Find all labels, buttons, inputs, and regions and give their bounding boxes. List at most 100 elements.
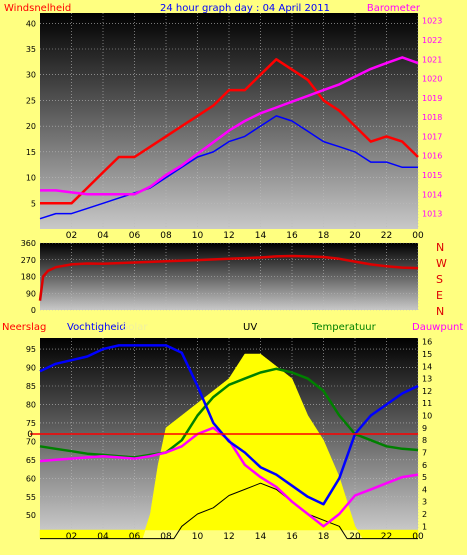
- wind-y-tick: 15: [26, 148, 36, 157]
- baro-y-tick: 1022: [422, 36, 442, 45]
- temp-y-tick: 16: [422, 338, 432, 347]
- temp-y-tick: 15: [422, 350, 432, 359]
- wind-direction-line: [38, 254, 419, 301]
- barometer-line: [40, 56, 419, 196]
- uv-line: [40, 482, 418, 540]
- wind-panel-series: [39, 56, 419, 220]
- windsnelheid-label: Windsnelheid: [4, 3, 71, 14]
- hum-y-tick: 50: [26, 511, 36, 520]
- wind-x-tick: 00: [412, 231, 424, 241]
- temp-y-tick: 7: [422, 448, 427, 457]
- temperatuur-label: Temperatuur: [311, 322, 377, 333]
- baro-y-tick: 1014: [422, 190, 442, 199]
- wind-barometer-panel: 02 04 06 08 10 12 14 16 18 20 22 005101520253035401…: [26, 13, 443, 241]
- baro-y-tick: 1018: [422, 113, 442, 122]
- wind-y-tick: 35: [26, 45, 36, 54]
- wind-x-tick: 04: [97, 231, 109, 241]
- baro-y-tick: 1020: [422, 75, 442, 84]
- hum-x-tick: 08: [160, 532, 172, 542]
- dir-letter-n2: N: [436, 305, 444, 318]
- temp-y-tick: 8: [422, 436, 427, 445]
- wind-direction-letters: N W S E N: [436, 241, 447, 318]
- hum-x-tick: 04: [97, 532, 109, 542]
- hum-y-tick: 75: [26, 419, 36, 428]
- temp-y-tick: 14: [422, 362, 432, 371]
- temp-y-tick: 5: [422, 473, 427, 482]
- baro-y-tick: 1019: [422, 94, 442, 103]
- baro-y-tick: 1015: [422, 171, 442, 180]
- temp-y-tick: 2: [422, 510, 427, 519]
- hum-x-tick: 20: [349, 532, 361, 542]
- baro-y-tick: 1016: [422, 152, 442, 161]
- hum-x-tick: 12: [223, 532, 234, 542]
- wind-x-tick: 14: [255, 231, 267, 241]
- hum-y-tick: 55: [26, 493, 36, 502]
- temp-y-tick: 3: [422, 498, 427, 507]
- wind-average-line: [39, 115, 418, 220]
- temp-y-tick: 11: [422, 399, 432, 408]
- wind-y-tick: 30: [26, 71, 36, 80]
- temp-y-tick: 10: [422, 412, 432, 421]
- dauwpunt-label: Dauwpunt: [412, 322, 463, 333]
- dir-letter-e: E: [436, 289, 443, 302]
- wind-x-tick: 06: [129, 231, 141, 241]
- th-panel-axes: 02 04 06 08 10 12 14 16 18 20 22 005055606570758085…: [26, 338, 432, 542]
- dir-y-tick: 0: [31, 306, 36, 315]
- wind-y-tick: 10: [26, 174, 36, 183]
- hum-x-tick: 18: [318, 532, 330, 542]
- direction-panel-grid: [40, 242, 419, 311]
- wind-direction-panel: 0 90 180 270 360: [21, 239, 419, 315]
- hum-y-tick: 65: [26, 456, 36, 465]
- solar-area: [39, 353, 419, 539]
- hum-y-tick: 95: [26, 345, 36, 354]
- dir-letter-s: S: [436, 273, 443, 286]
- hum-y-tick: 60: [26, 474, 36, 483]
- wind-x-tick: 08: [160, 231, 172, 241]
- hum-x-tick: 02: [66, 532, 77, 542]
- barometer-label: Barometer: [367, 3, 421, 14]
- vochtigheid-label: Vochtigheid: [67, 322, 126, 333]
- hum-x-tick: 14: [255, 532, 267, 542]
- dir-y-tick: 360: [21, 239, 36, 248]
- wind-x-tick: 02: [66, 231, 77, 241]
- hum-x-tick: 10: [192, 532, 204, 542]
- wind-x-tick: 18: [318, 231, 330, 241]
- solar-label: Solar: [122, 322, 148, 333]
- dir-y-tick: 180: [21, 273, 36, 282]
- neerslag-label: Neerslag: [2, 322, 46, 333]
- wind-x-tick: 12: [223, 231, 234, 241]
- wind-y-tick: 20: [26, 122, 36, 131]
- dir-letter-n1: N: [436, 241, 444, 254]
- hum-x-tick: 00: [412, 532, 424, 542]
- hum-x-tick: 06: [129, 532, 141, 542]
- wind-panel-axes: 02 04 06 08 10 12 14 16 18 20 22 005101520253035401…: [26, 17, 443, 241]
- hum-y-tick: 90: [26, 364, 36, 373]
- wind-gust-line: [40, 58, 419, 205]
- hum-x-tick: 22: [381, 532, 392, 542]
- baro-y-tick: 1013: [422, 210, 442, 219]
- direction-panel-series: [38, 254, 419, 301]
- wind-y-tick: 40: [26, 19, 36, 28]
- uv-label: UV: [243, 322, 257, 333]
- temp-y-tick: 6: [422, 461, 427, 470]
- hum-y-tick: 85: [26, 382, 36, 391]
- wind-x-tick: 10: [192, 231, 204, 241]
- temp-y-tick: 4: [422, 485, 427, 494]
- dir-letter-w: W: [436, 257, 447, 270]
- wind-x-tick: 16: [286, 231, 298, 241]
- rain-zero-label: 0: [27, 430, 33, 440]
- graph-title: 24 hour graph day : 04 April 2011: [160, 3, 330, 14]
- wind-y-tick: 25: [26, 96, 36, 105]
- temp-y-tick: 13: [422, 375, 432, 384]
- hum-x-tick: 16: [286, 532, 298, 542]
- hum-y-tick: 70: [26, 437, 36, 446]
- baro-y-tick: 1017: [422, 132, 442, 141]
- temp-y-tick: 1: [422, 522, 427, 531]
- wind-x-tick: 20: [349, 231, 361, 241]
- hum-y-tick: 80: [26, 400, 36, 409]
- temp-y-tick: 12: [422, 387, 432, 396]
- th-panel-series: [30, 344, 419, 540]
- wind-y-tick: 5: [31, 199, 36, 208]
- temperature-humidity-panel: 02 04 06 08 10 12 14 16 18 20 22 005055606570758085…: [26, 338, 432, 542]
